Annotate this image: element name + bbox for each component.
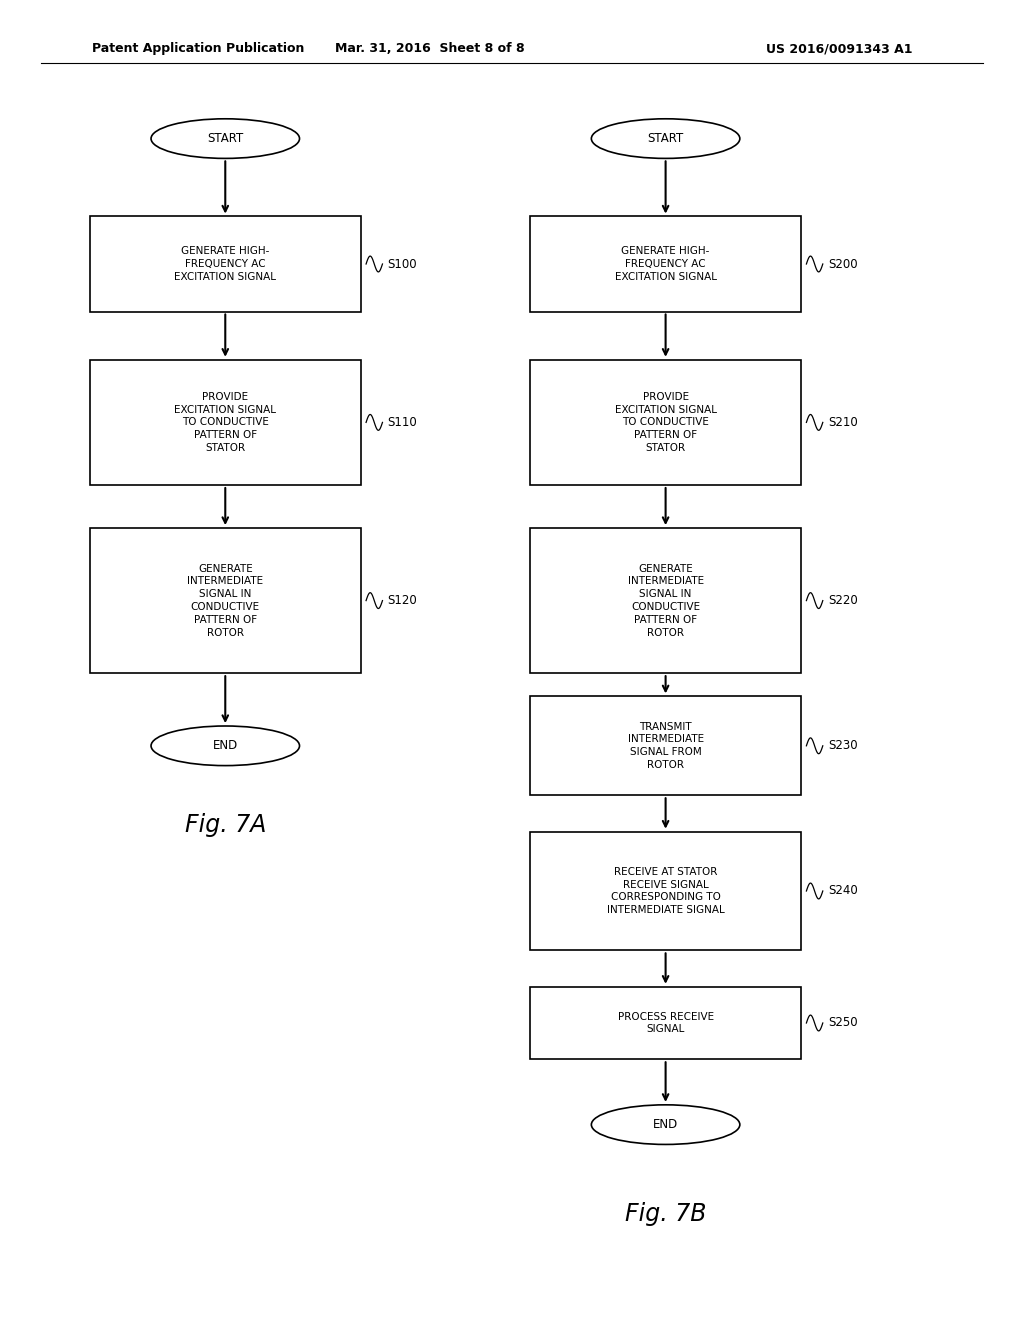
Text: GENERATE HIGH-
FREQUENCY AC
EXCITATION SIGNAL: GENERATE HIGH- FREQUENCY AC EXCITATION S… <box>614 247 717 281</box>
Text: END: END <box>653 1118 678 1131</box>
Text: Mar. 31, 2016  Sheet 8 of 8: Mar. 31, 2016 Sheet 8 of 8 <box>335 42 525 55</box>
Text: S110: S110 <box>388 416 418 429</box>
Bar <box>530 359 802 484</box>
Bar <box>90 528 361 673</box>
Text: PROVIDE
EXCITATION SIGNAL
TO CONDUCTIVE
PATTERN OF
STATOR: PROVIDE EXCITATION SIGNAL TO CONDUCTIVE … <box>614 392 717 453</box>
Text: US 2016/0091343 A1: US 2016/0091343 A1 <box>766 42 913 55</box>
Bar <box>530 528 802 673</box>
Bar <box>530 697 802 795</box>
Text: S220: S220 <box>827 594 858 607</box>
Ellipse shape <box>592 1105 739 1144</box>
Text: START: START <box>207 132 244 145</box>
Text: RECEIVE AT STATOR
RECEIVE SIGNAL
CORRESPONDING TO
INTERMEDIATE SIGNAL: RECEIVE AT STATOR RECEIVE SIGNAL CORRESP… <box>607 867 724 915</box>
Text: END: END <box>213 739 238 752</box>
Bar <box>530 987 802 1059</box>
Text: S230: S230 <box>827 739 857 752</box>
Text: GENERATE
INTERMEDIATE
SIGNAL IN
CONDUCTIVE
PATTERN OF
ROTOR: GENERATE INTERMEDIATE SIGNAL IN CONDUCTI… <box>628 564 703 638</box>
Text: PROCESS RECEIVE
SIGNAL: PROCESS RECEIVE SIGNAL <box>617 1011 714 1035</box>
Text: S200: S200 <box>827 257 857 271</box>
Text: S250: S250 <box>827 1016 857 1030</box>
Text: Patent Application Publication: Patent Application Publication <box>92 42 304 55</box>
Bar <box>530 832 802 950</box>
Bar <box>530 216 802 312</box>
Text: Fig. 7A: Fig. 7A <box>184 813 266 837</box>
Text: PROVIDE
EXCITATION SIGNAL
TO CONDUCTIVE
PATTERN OF
STATOR: PROVIDE EXCITATION SIGNAL TO CONDUCTIVE … <box>174 392 276 453</box>
Text: TRANSMIT
INTERMEDIATE
SIGNAL FROM
ROTOR: TRANSMIT INTERMEDIATE SIGNAL FROM ROTOR <box>628 722 703 770</box>
Text: GENERATE HIGH-
FREQUENCY AC
EXCITATION SIGNAL: GENERATE HIGH- FREQUENCY AC EXCITATION S… <box>174 247 276 281</box>
Ellipse shape <box>152 726 299 766</box>
Text: S210: S210 <box>827 416 858 429</box>
Text: S100: S100 <box>388 257 417 271</box>
Text: Fig. 7B: Fig. 7B <box>625 1203 707 1226</box>
Text: S240: S240 <box>827 884 858 898</box>
Text: S120: S120 <box>388 594 418 607</box>
Ellipse shape <box>152 119 299 158</box>
Bar <box>90 216 361 312</box>
Text: GENERATE
INTERMEDIATE
SIGNAL IN
CONDUCTIVE
PATTERN OF
ROTOR: GENERATE INTERMEDIATE SIGNAL IN CONDUCTI… <box>187 564 263 638</box>
Ellipse shape <box>592 119 739 158</box>
Text: START: START <box>647 132 684 145</box>
Bar <box>90 359 361 484</box>
